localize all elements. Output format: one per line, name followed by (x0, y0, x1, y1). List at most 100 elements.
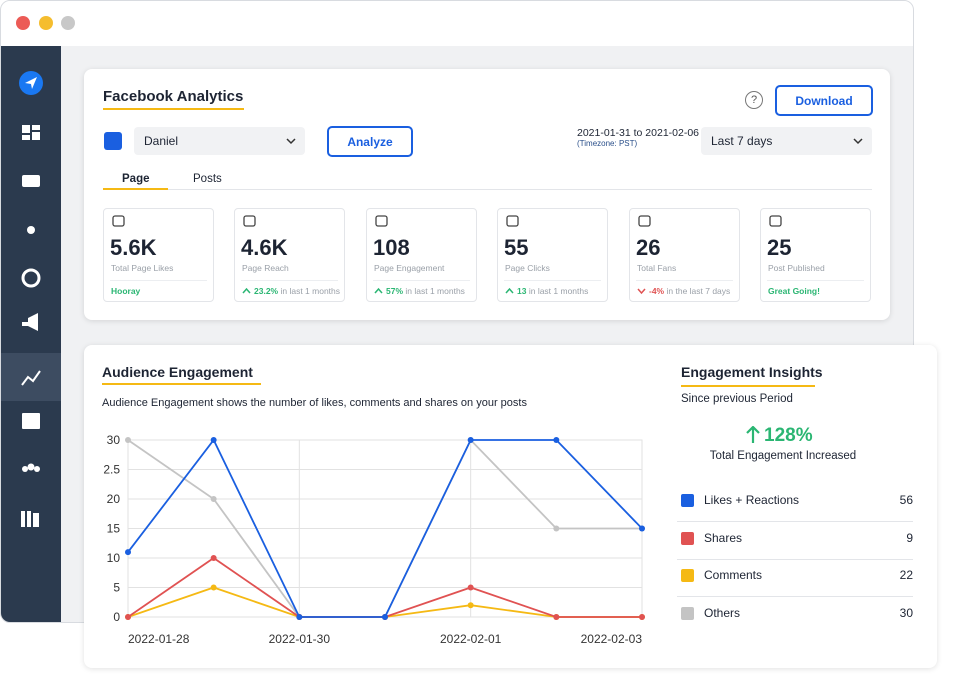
nav-icon[interactable] (22, 413, 40, 429)
title-underline (103, 108, 244, 110)
page-title: Facebook Analytics (103, 88, 244, 105)
period-select[interactable]: Last 7 days (701, 127, 872, 155)
legend-label: Shares (704, 530, 743, 545)
stat-value: 26 (636, 235, 661, 260)
x-tick-label: 2022-01-28 (128, 632, 190, 646)
nav-icon (21, 370, 41, 386)
stat-footer: -4% in the last 7 days (649, 286, 730, 296)
analyze-button[interactable]: Analyze (327, 126, 413, 157)
stat-change: 23.2% (254, 286, 279, 296)
data-point (467, 584, 474, 591)
close-dot[interactable] (16, 16, 30, 30)
data-point (639, 614, 645, 620)
x-tick-label: 2022-01-30 (269, 632, 331, 646)
nav-icon[interactable] (22, 313, 38, 331)
legend-total: 22 (899, 568, 913, 582)
y-tick-label: 30 (107, 433, 121, 447)
nav-icon[interactable] (22, 125, 30, 133)
window-controls (16, 16, 75, 30)
stat-label: Total Fans (637, 263, 677, 273)
row-divider (677, 558, 913, 560)
legend-total: 30 (899, 605, 913, 620)
stat-icon (375, 215, 388, 227)
icon-shape (375, 215, 388, 227)
stat-card (103, 208, 214, 302)
nav-icon[interactable] (33, 513, 39, 527)
legend-total: 56 (899, 493, 913, 507)
chevron (505, 287, 514, 294)
facebook-icon (104, 132, 122, 150)
up-arrow (746, 426, 760, 443)
sidebar (1, 46, 61, 622)
stat-change: 13 (517, 286, 527, 296)
y-tick-label: 2.5 (103, 463, 120, 477)
legend-swatch (681, 494, 694, 507)
stat-divider (110, 280, 207, 281)
stat-label: Page Clicks (505, 263, 550, 273)
nav-icon[interactable] (21, 268, 41, 288)
nav-active[interactable] (1, 353, 61, 401)
stat-footer: 23.2% in last 1 months (254, 286, 340, 296)
data-point (382, 614, 388, 620)
stat-change: Hooray (111, 286, 141, 296)
stat-divider (504, 280, 601, 281)
x-tick-label: 2022-02-03 (581, 632, 643, 646)
icon-shape (769, 215, 782, 227)
stat-label: Page Engagement (374, 263, 445, 273)
chevron (374, 287, 383, 294)
download-button[interactable]: Download (775, 85, 873, 116)
nav-icon[interactable] (22, 175, 40, 187)
title-bar (1, 1, 913, 46)
stat-icon (112, 215, 125, 227)
insights-caption: Total Engagement Increased (709, 450, 857, 462)
account-name: Daniel (144, 134, 179, 148)
stat-value: 55 (504, 235, 529, 260)
nav-icon[interactable] (22, 466, 28, 472)
stat-label: Page Reach (242, 263, 289, 273)
stat-icon (243, 215, 256, 227)
stat-icon (769, 215, 782, 227)
data-point (553, 437, 560, 443)
icon-shape (638, 215, 651, 227)
nav-icon[interactable] (34, 466, 40, 472)
nav-icon[interactable] (27, 226, 35, 234)
y-tick-label: 15 (107, 522, 121, 536)
legend-swatch (681, 531, 694, 545)
stat-period: in last 1 months (280, 286, 341, 296)
nav-icon[interactable] (21, 511, 25, 527)
row-divider (677, 521, 913, 522)
data-point (210, 437, 217, 443)
legend-swatch (681, 569, 694, 582)
data-point (553, 525, 560, 532)
stat-icon (638, 215, 651, 227)
stat-divider (373, 280, 470, 281)
nav-icon[interactable] (27, 463, 35, 471)
tab-posts[interactable]: Posts (193, 173, 222, 185)
stat-footer: Hooray (111, 286, 140, 296)
data-point (553, 614, 560, 620)
stat-divider (767, 280, 864, 281)
data-point (296, 614, 303, 620)
zoom-dot[interactable] (61, 16, 75, 30)
y-tick-label: 5 (113, 581, 120, 595)
stat-card (497, 208, 608, 302)
stat-divider (241, 280, 338, 281)
nav-icon[interactable] (32, 132, 40, 140)
minimize-dot[interactable] (39, 16, 53, 30)
data-point (467, 602, 474, 609)
account-select[interactable]: Daniel (134, 127, 305, 155)
data-point (125, 549, 131, 556)
y-tick-label: 0 (113, 610, 120, 624)
nav-icon[interactable] (22, 135, 30, 140)
chart-subtitle: Audience Engagement shows the number of … (102, 397, 527, 409)
stat-value: 25 (767, 235, 792, 260)
y-tick-label: 10 (107, 551, 121, 565)
stat-icon (506, 215, 519, 227)
help-icon[interactable]: ? (745, 91, 763, 109)
date-range: 2021-01-31 to 2021-02-06 (577, 127, 700, 139)
insights-subtitle: Since previous Period (681, 393, 793, 405)
data-point (125, 614, 131, 620)
tab-page[interactable]: Page (122, 173, 150, 185)
nav-icon[interactable] (32, 125, 40, 130)
nav-icon[interactable] (27, 511, 31, 527)
